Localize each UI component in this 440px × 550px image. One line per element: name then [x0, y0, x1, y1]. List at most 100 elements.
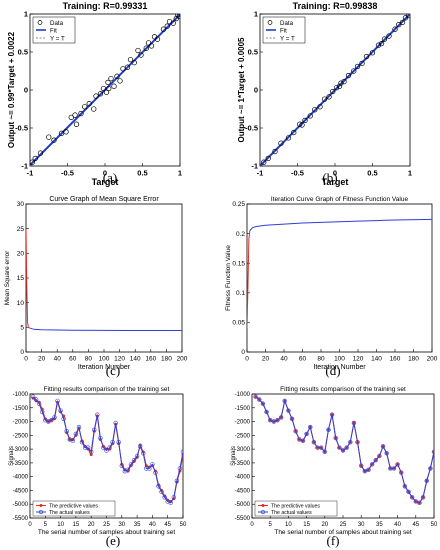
y-tick-label: 30 — [17, 201, 25, 208]
y-tick-label: 0.25 — [232, 201, 245, 208]
y-tick-label: -2500 — [235, 433, 251, 439]
data-point — [333, 85, 340, 91]
legend-box — [32, 500, 116, 517]
x-tick-label: 10 — [285, 522, 292, 528]
data-point — [285, 135, 292, 141]
series-point — [131, 457, 137, 463]
x-tick-label: 100 — [334, 356, 345, 363]
series-point — [159, 489, 164, 495]
series-point — [289, 416, 295, 421]
y-tick-label: -5500 — [13, 516, 29, 522]
y-tick-label: 0 — [254, 86, 258, 95]
x-tick-label: 40 — [149, 522, 156, 528]
series-point — [399, 470, 404, 475]
data-point — [170, 20, 176, 26]
series-point — [76, 424, 82, 430]
x-tick-label: -0.5 — [61, 169, 74, 178]
series-point — [311, 440, 317, 445]
data-point — [143, 45, 149, 51]
y-tick-label: -0.5 — [15, 124, 28, 133]
series-point — [326, 427, 331, 433]
x-tick-label: 1 — [408, 169, 412, 178]
data-point — [291, 129, 297, 136]
data-point — [321, 96, 328, 102]
data-point — [46, 134, 52, 140]
x-tick-label: 80 — [85, 356, 93, 363]
data-point — [100, 85, 107, 92]
y-tick-label: 15 — [17, 275, 25, 282]
series-line-0 — [247, 230, 251, 329]
x-tick-label: 35 — [134, 522, 141, 528]
data-point — [363, 53, 370, 60]
data-point — [272, 148, 278, 155]
chart-title: Iteration Curve Graph of Fitness Functio… — [271, 196, 409, 203]
series-point — [150, 462, 155, 467]
series-point — [153, 470, 158, 475]
data-point — [405, 14, 410, 19]
x-tick-label: 15 — [73, 522, 80, 528]
data-point — [91, 106, 97, 112]
data-point — [375, 42, 382, 48]
data-point — [97, 91, 104, 97]
series-point — [322, 449, 327, 455]
x-tick-label: 0 — [250, 522, 254, 528]
y-tick-label: -3500 — [13, 461, 29, 467]
x-tick-label: 0 — [103, 169, 107, 178]
x-tick-label: 15 — [303, 522, 310, 528]
series-point — [73, 431, 79, 437]
x-tick-label: 100 — [99, 356, 110, 363]
chart-title: Fitting results comparison of the traini… — [280, 386, 406, 393]
data-point — [317, 104, 323, 110]
plot-marks — [26, 228, 182, 332]
series-point — [340, 448, 346, 453]
x-tick-label: 0 — [28, 522, 32, 528]
series-point — [424, 478, 429, 483]
series-point — [384, 451, 389, 456]
data-point — [359, 60, 365, 67]
series-point — [402, 484, 408, 489]
series-point — [36, 401, 42, 406]
data-point — [37, 150, 44, 156]
series-point — [428, 466, 433, 471]
y-tick-label: -1500 — [13, 406, 29, 412]
series-point — [359, 463, 364, 468]
legend-marker — [38, 509, 43, 514]
legend-entry: The actual values — [271, 510, 312, 516]
caption-b: (b) — [322, 170, 337, 185]
series-point — [137, 444, 143, 449]
series-point — [58, 408, 63, 413]
y-tick-label: 25 — [17, 226, 25, 233]
data-point — [106, 85, 112, 92]
y-tick-label: 0.05 — [232, 320, 245, 327]
caption-d: (d) — [325, 363, 340, 378]
series-point — [64, 429, 69, 434]
series-point — [79, 440, 85, 445]
x-tick-label: 25 — [103, 522, 110, 528]
y-axis-label: Signals — [231, 446, 237, 466]
x-tick-label: 40 — [394, 522, 401, 528]
data-point — [114, 73, 120, 79]
data-point — [51, 137, 57, 143]
x-tick-label: 5 — [44, 522, 48, 528]
y-tick-label: -1 — [21, 162, 28, 171]
legend-entry: Y = T — [50, 35, 65, 42]
x-tick-label: -1 — [257, 169, 264, 178]
series-point — [70, 438, 76, 444]
y-tick-label: -2000 — [13, 420, 29, 426]
y-tick-label: 20 — [17, 251, 25, 258]
series-point — [286, 408, 291, 413]
data-point — [351, 68, 357, 74]
x-tick-label: 20 — [38, 356, 46, 363]
series-point — [297, 437, 302, 442]
series-point — [268, 417, 273, 423]
x-axis-label: The serial number of samples about train… — [274, 529, 411, 536]
y-tick-label: -1000 — [13, 392, 29, 398]
series-point — [168, 500, 173, 506]
y-tick-label: 0 — [20, 349, 24, 356]
data-point — [330, 88, 336, 95]
series-point — [138, 443, 142, 447]
plot-marks — [253, 394, 434, 506]
series-point — [49, 417, 54, 423]
legend-entry: Data — [280, 20, 294, 27]
data-point — [297, 121, 303, 127]
